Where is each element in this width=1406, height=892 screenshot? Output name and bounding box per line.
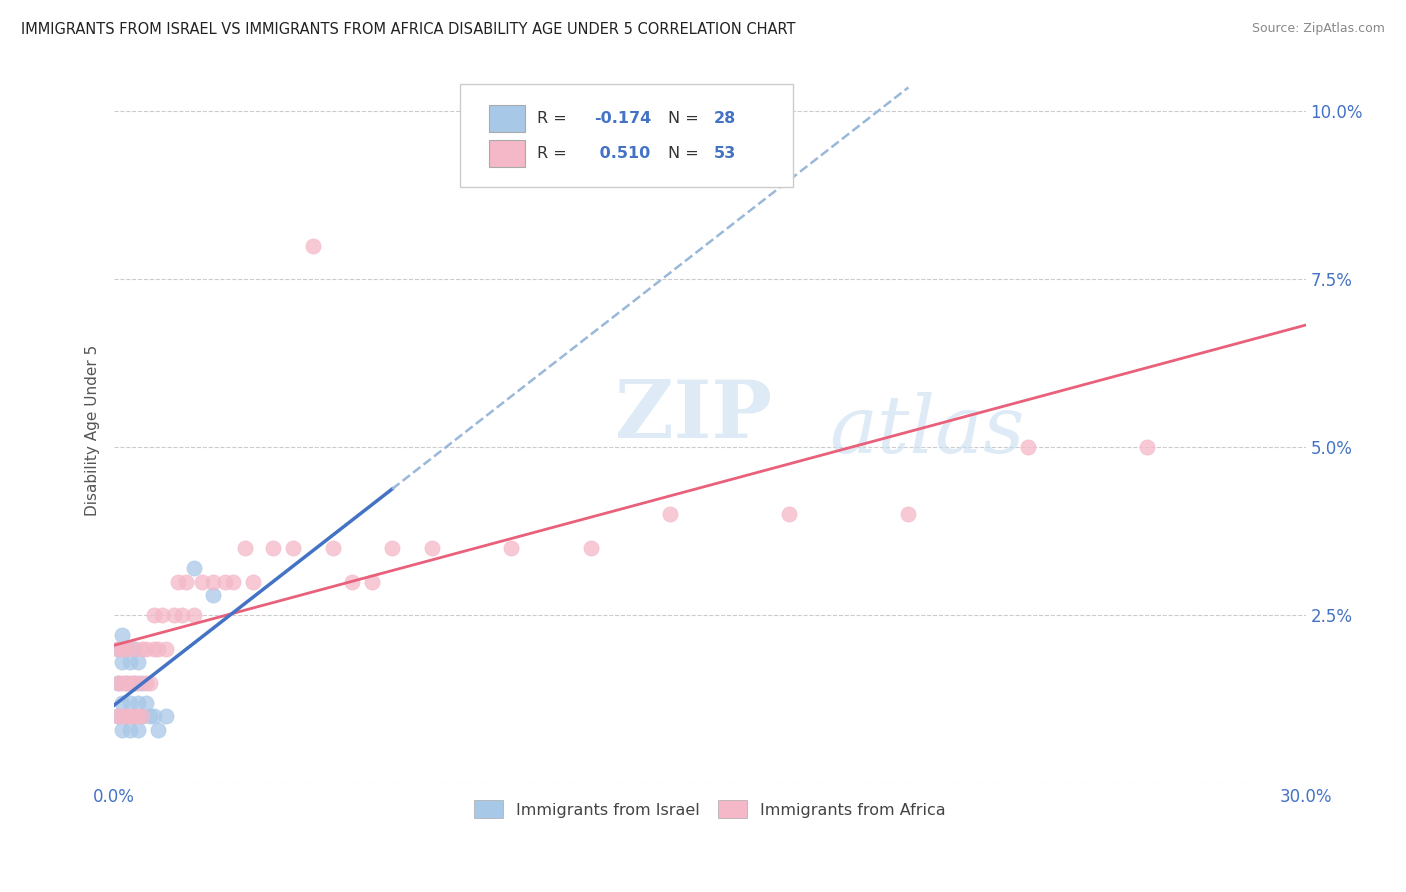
Point xyxy=(107,675,129,690)
FancyBboxPatch shape xyxy=(489,140,526,167)
Text: N =: N = xyxy=(668,111,704,126)
Point xyxy=(1136,440,1159,454)
Point xyxy=(111,696,134,710)
Point xyxy=(579,541,602,555)
Point xyxy=(122,709,145,723)
Point xyxy=(163,608,186,623)
Legend: Immigrants from Israel, Immigrants from Africa: Immigrants from Israel, Immigrants from … xyxy=(468,794,952,825)
Point xyxy=(115,675,138,690)
Point xyxy=(120,723,142,737)
Point xyxy=(120,709,142,723)
Point xyxy=(111,723,134,737)
Point xyxy=(155,709,177,723)
Point xyxy=(322,541,344,555)
Point xyxy=(281,541,304,555)
Point xyxy=(183,561,205,575)
Point xyxy=(131,709,153,723)
Point xyxy=(107,641,129,656)
Point xyxy=(120,696,142,710)
Point xyxy=(107,641,129,656)
Point xyxy=(659,508,682,522)
Point xyxy=(174,574,197,589)
Point xyxy=(131,641,153,656)
Point xyxy=(111,709,134,723)
Point xyxy=(135,696,157,710)
Point xyxy=(122,641,145,656)
Point xyxy=(127,696,149,710)
Point xyxy=(170,608,193,623)
Point xyxy=(115,675,138,690)
Point xyxy=(127,675,149,690)
Point xyxy=(115,641,138,656)
Point xyxy=(150,608,173,623)
Point xyxy=(778,508,800,522)
Point xyxy=(120,675,142,690)
Point xyxy=(183,608,205,623)
FancyBboxPatch shape xyxy=(460,85,793,186)
Point xyxy=(342,574,364,589)
Point xyxy=(107,709,129,723)
Point xyxy=(142,608,165,623)
Point xyxy=(361,574,384,589)
Text: 53: 53 xyxy=(713,146,735,161)
Point xyxy=(214,574,236,589)
Point xyxy=(142,709,165,723)
Text: IMMIGRANTS FROM ISRAEL VS IMMIGRANTS FROM AFRICA DISABILITY AGE UNDER 5 CORRELAT: IMMIGRANTS FROM ISRAEL VS IMMIGRANTS FRO… xyxy=(21,22,796,37)
Point xyxy=(139,709,162,723)
Text: -0.174: -0.174 xyxy=(595,111,651,126)
Point xyxy=(115,641,138,656)
Point xyxy=(127,656,149,670)
Point xyxy=(107,709,129,723)
Text: 0.510: 0.510 xyxy=(595,146,651,161)
Point xyxy=(202,588,225,602)
Point xyxy=(222,574,245,589)
Point xyxy=(111,628,134,642)
Point xyxy=(120,656,142,670)
FancyBboxPatch shape xyxy=(489,105,526,132)
Point xyxy=(135,675,157,690)
Point xyxy=(897,508,920,522)
Point xyxy=(122,675,145,690)
Text: 28: 28 xyxy=(713,111,735,126)
Point xyxy=(301,238,323,252)
Text: ZIP: ZIP xyxy=(614,377,772,455)
Point xyxy=(262,541,284,555)
Point xyxy=(242,574,264,589)
Point xyxy=(233,541,256,555)
Point xyxy=(1017,440,1039,454)
Text: R =: R = xyxy=(537,146,572,161)
Point xyxy=(381,541,404,555)
Point xyxy=(115,709,138,723)
Point xyxy=(111,675,134,690)
Text: Source: ZipAtlas.com: Source: ZipAtlas.com xyxy=(1251,22,1385,36)
Text: N =: N = xyxy=(668,146,704,161)
Text: R =: R = xyxy=(537,111,572,126)
Point xyxy=(146,641,169,656)
Point xyxy=(111,641,134,656)
Point xyxy=(190,574,212,589)
Point xyxy=(122,675,145,690)
Point xyxy=(202,574,225,589)
Text: atlas: atlas xyxy=(830,392,1025,469)
Point xyxy=(122,709,145,723)
Point xyxy=(115,709,138,723)
Point xyxy=(131,675,153,690)
Point xyxy=(166,574,188,589)
Point xyxy=(420,541,443,555)
Point xyxy=(107,675,129,690)
Point xyxy=(127,723,149,737)
Point xyxy=(122,641,145,656)
Point xyxy=(111,656,134,670)
Point xyxy=(155,641,177,656)
Point xyxy=(501,541,523,555)
Y-axis label: Disability Age Under 5: Disability Age Under 5 xyxy=(86,345,100,516)
Point xyxy=(146,723,169,737)
Point xyxy=(127,709,149,723)
Point xyxy=(142,641,165,656)
Point xyxy=(135,641,157,656)
Point xyxy=(139,675,162,690)
Point xyxy=(460,171,482,186)
Point xyxy=(131,709,153,723)
